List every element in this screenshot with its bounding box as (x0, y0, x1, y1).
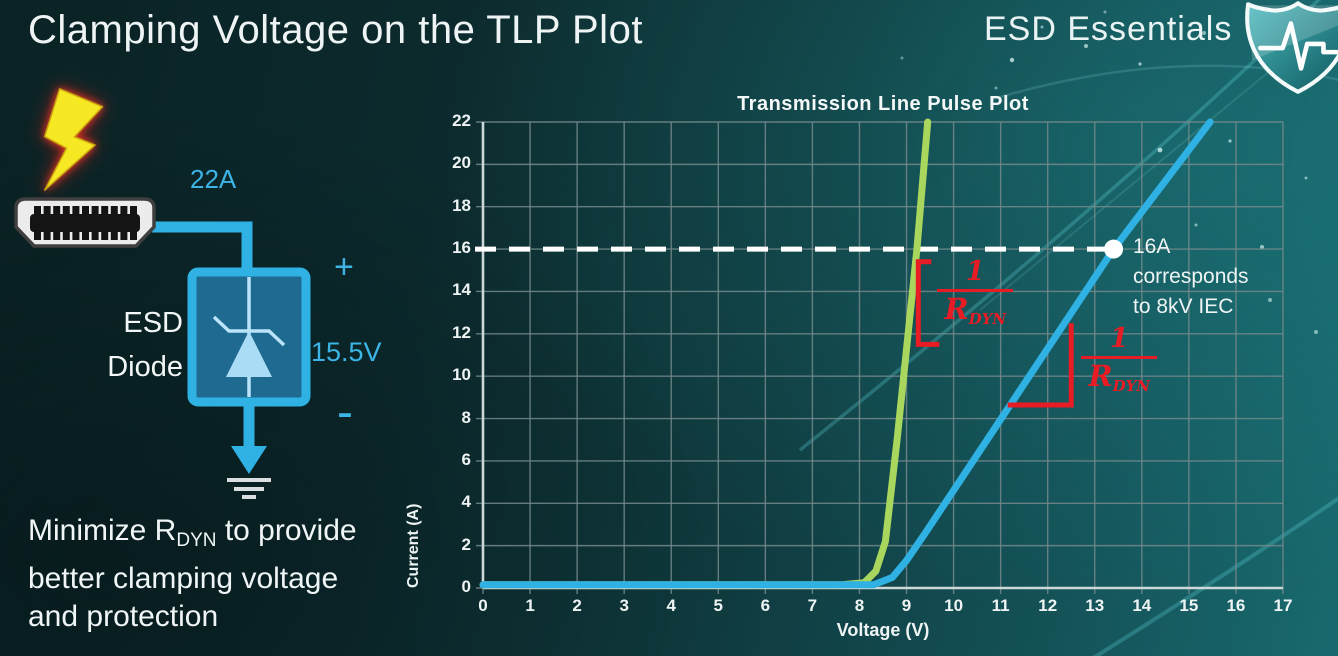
esd-diode-box (187, 267, 311, 407)
marker-annotation-line2: to 8kV IEC (1133, 295, 1234, 318)
y-tick-label: 2 (461, 534, 471, 554)
x-tick-label: 1 (525, 596, 535, 615)
rdyn-rise-bracket (915, 259, 940, 347)
minus-polarity-label: - (337, 386, 353, 439)
marker-annotation-line1: 16A corresponds (1133, 235, 1249, 288)
x-tick-label: 2 (572, 596, 582, 615)
x-tick-label: 7 (807, 596, 818, 615)
rdyn-fraction: 1 RDYN (1081, 325, 1158, 394)
marker-annotation: 16A corresponds to 8kV IEC (1133, 232, 1283, 322)
ground-symbol (227, 402, 271, 499)
note-line1: Minimize RDYN to provide (28, 514, 357, 551)
rdyn-fraction: 1 RDYN (937, 258, 1014, 327)
shield-pulse-logo (1245, 1, 1338, 94)
x-tick-label: 13 (1085, 596, 1105, 615)
note-line2: better clamping voltage (28, 562, 339, 595)
hdmi-connector-icon (14, 197, 156, 248)
y-axis-title: Current (A) (405, 503, 422, 588)
y-tick-label: 16 (452, 238, 471, 258)
x-tick-label: 5 (713, 596, 724, 615)
esd-diode-label: ESD Diode (43, 301, 183, 389)
x-tick-label: 16 (1226, 596, 1246, 615)
x-tick-label: 14 (1132, 596, 1152, 615)
y-tick-label: 0 (461, 577, 471, 596)
x-tick-label: 15 (1179, 596, 1199, 615)
y-tick-label: 12 (452, 322, 471, 342)
y-tick-label: 6 (461, 449, 471, 469)
y-tick-label: 22 (452, 111, 471, 130)
x-tick-label: 3 (619, 596, 629, 615)
swoosh-arc (1092, 496, 1338, 656)
note-line3: and protection (28, 600, 219, 633)
chart-title: Transmission Line Pulse Plot (737, 93, 1029, 115)
esd-diode-label-line1: ESD (123, 307, 183, 339)
y-tick-label: 4 (461, 492, 471, 512)
y-tick-label: 8 (461, 407, 471, 427)
x-axis-title: Voltage (V) (836, 620, 930, 640)
zener-diode-symbol (212, 277, 286, 397)
x-tick-label: 0 (478, 596, 488, 615)
brand-title: ESD Essentials (984, 10, 1233, 48)
esd-diode-label-line2: Diode (107, 351, 183, 383)
swoosh-arc (798, 0, 1322, 452)
x-tick-label: 8 (854, 596, 865, 615)
x-tick-label: 6 (760, 596, 771, 615)
x-tick-label: 12 (1038, 596, 1058, 615)
tlp-chart: Transmission Line Pulse Plot Current (A)… (405, 93, 1292, 640)
x-axis-tick-labels: 0 1 2 3 4 5 6 7 8 9 10 11 12 13 14 15 16 17 (478, 596, 1292, 620)
y-tick-label: 20 (452, 153, 471, 173)
y-tick-label: 14 (452, 280, 471, 300)
surge-current-label: 22A (190, 164, 237, 194)
lightning-bolt-icon (43, 88, 104, 191)
wire (152, 221, 253, 274)
chart-plot (475, 118, 1214, 589)
takeaway-note: Minimize RDYN to provide better clamping… (28, 512, 357, 636)
marker-dot (1104, 239, 1124, 259)
y-tick-label: 10 (452, 365, 471, 385)
x-tick-label: 9 (901, 596, 912, 615)
green-curve-low-rdyn (479, 118, 932, 589)
x-tick-label: 17 (1273, 596, 1293, 615)
pulse-line-icon (1258, 21, 1338, 71)
clamp-voltage-label: 15.5V (311, 337, 382, 367)
rdyn-slope-triangle (1007, 323, 1074, 408)
page-title: Clamping Voltage on the TLP Plot (28, 8, 643, 52)
y-tick-label: 18 (452, 195, 471, 215)
plus-polarity-label: + (334, 248, 354, 286)
x-tick-label: 4 (666, 596, 676, 615)
x-tick-label: 11 (991, 596, 1010, 615)
x-tick-label: 10 (944, 596, 964, 615)
